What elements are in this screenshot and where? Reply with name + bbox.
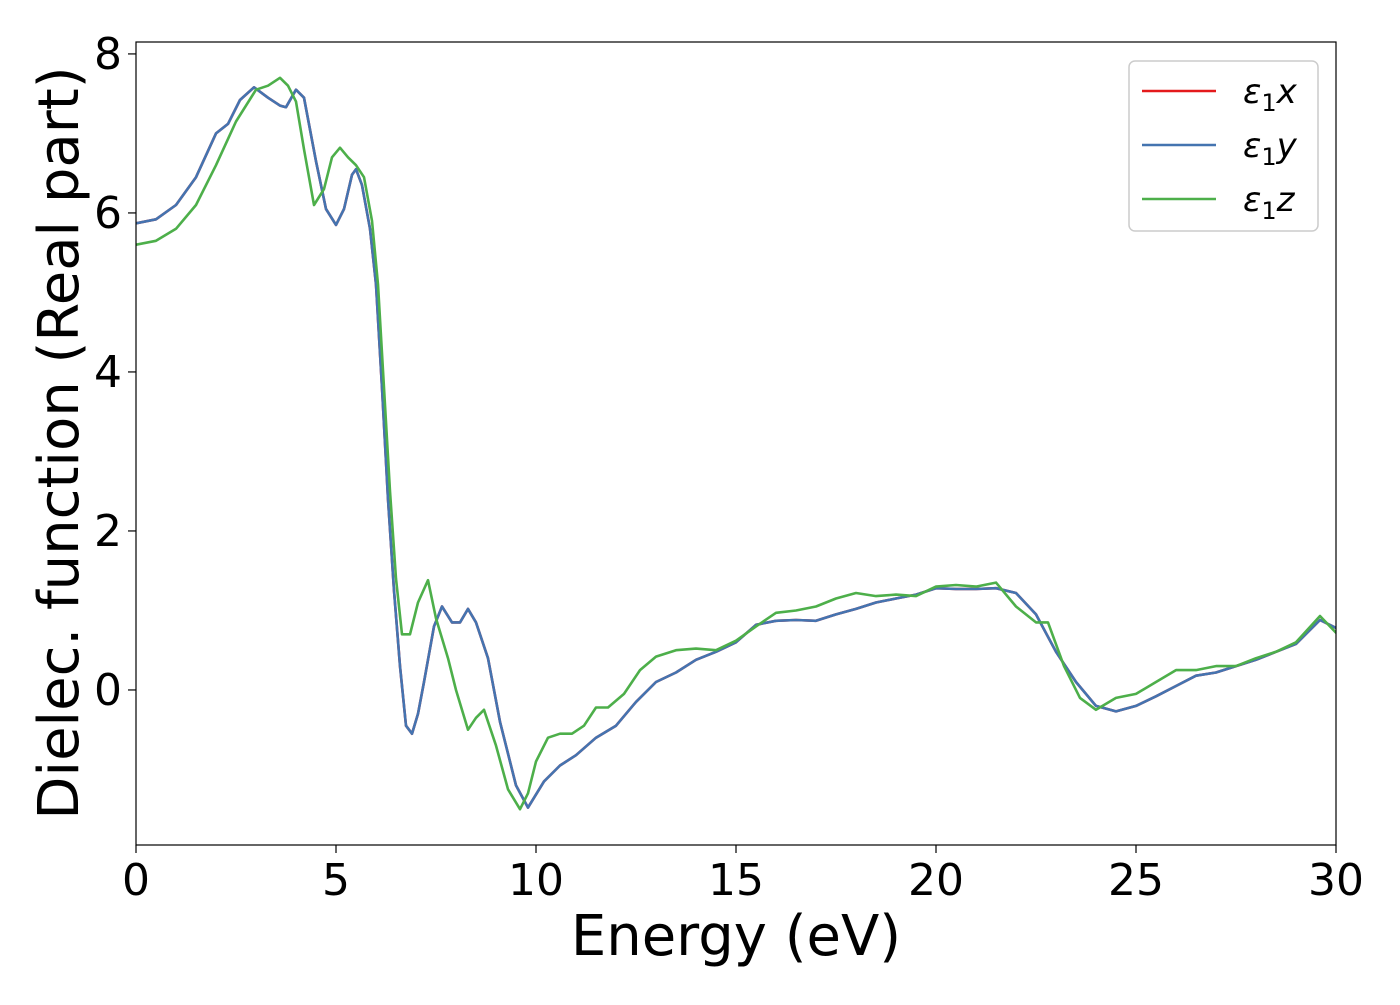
legend: ε1x ε1y ε1z bbox=[1128, 60, 1319, 232]
legend-label-z: ε1z bbox=[1243, 180, 1296, 225]
y-tick-label: 2 bbox=[94, 506, 122, 557]
x-tick-label: 10 bbox=[508, 855, 564, 906]
x-tick-label: 25 bbox=[1108, 855, 1164, 906]
legend-label-y: ε1y bbox=[1243, 126, 1298, 171]
legend-box bbox=[1128, 60, 1319, 232]
x-tick-label: 20 bbox=[908, 855, 964, 906]
x-tick-label: 15 bbox=[708, 855, 764, 906]
y-tick-label: 0 bbox=[94, 665, 122, 716]
x-axis-title: Energy (eV) bbox=[571, 904, 901, 969]
y-tick-label: 4 bbox=[94, 347, 122, 398]
series-line-z bbox=[136, 76, 1336, 811]
y-axis-ticks: 0 2 4 6 8 bbox=[94, 29, 136, 716]
series-layer bbox=[136, 76, 1336, 811]
x-axis-ticks: 0 5 10 15 20 25 30 bbox=[122, 845, 1364, 906]
y-tick-label: 6 bbox=[94, 188, 122, 239]
x-tick-label: 30 bbox=[1308, 855, 1364, 906]
legend-label-x: ε1x bbox=[1243, 72, 1298, 117]
x-tick-label: 5 bbox=[322, 855, 350, 906]
y-axis-title: Dielec. function (Real part) bbox=[27, 66, 92, 819]
series-line-y bbox=[136, 86, 1336, 809]
x-tick-label: 0 bbox=[122, 855, 150, 906]
y-tick-label: 8 bbox=[94, 29, 122, 80]
